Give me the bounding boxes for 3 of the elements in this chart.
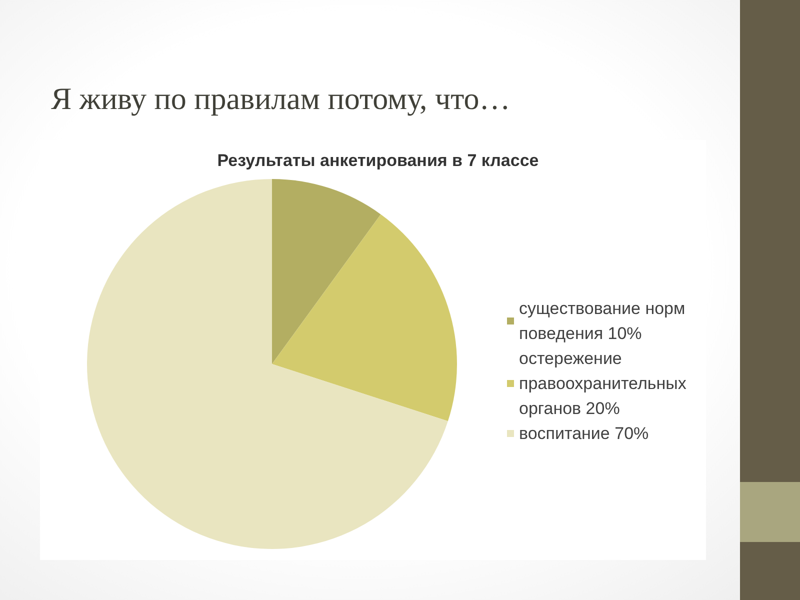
chart-subtitle: Результаты анкетирования в 7 классе <box>217 151 539 170</box>
legend-label: воспитание 70% <box>519 424 649 443</box>
chart-title: Я живу по правилам потому, что… <box>51 81 510 116</box>
